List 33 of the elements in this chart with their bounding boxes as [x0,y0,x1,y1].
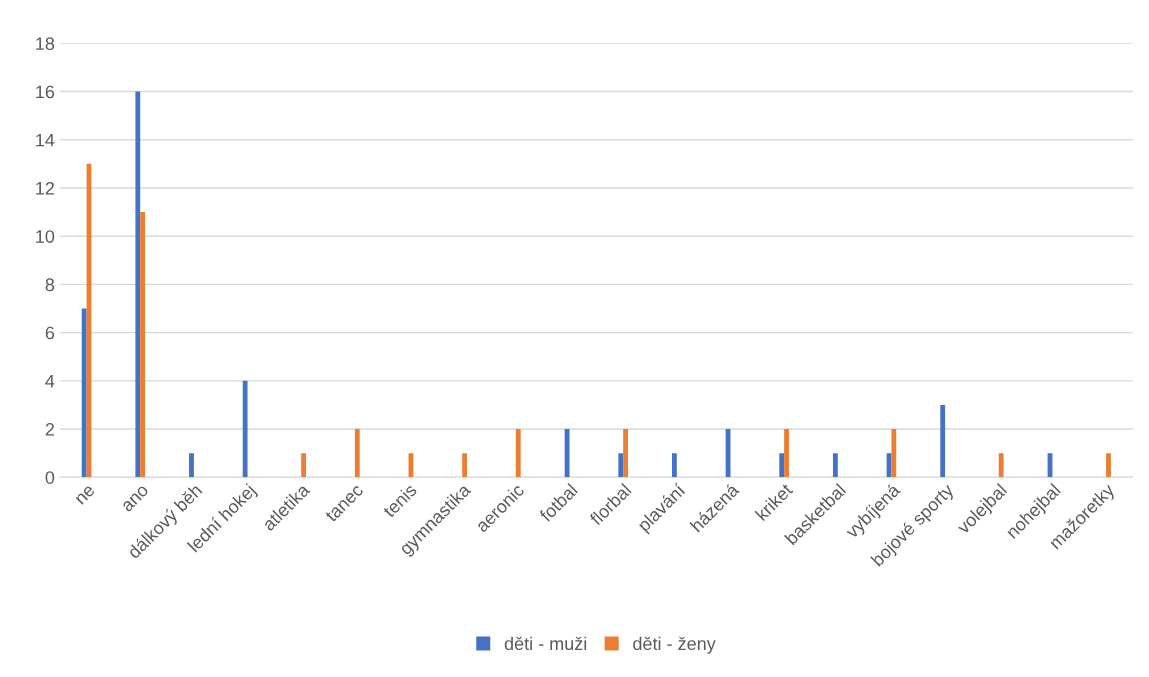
bar [189,453,194,478]
legend-label: děti - ženy [633,636,716,654]
legend-label: děti - muži [504,636,587,651]
y-tick-label: 2 [45,423,54,436]
bar [301,453,307,478]
bar [242,380,248,478]
bar [515,429,521,478]
bar [81,308,87,478]
bar [354,429,360,478]
y-tick-label: 16 [36,85,55,99]
bar [940,404,946,478]
bar [564,429,570,478]
y-tick-label: 10 [36,230,55,243]
bar [784,429,789,478]
bar [832,453,838,478]
x-tick-label: ne [75,485,96,505]
y-tick-label: 4 [45,374,55,388]
bar [671,453,677,478]
bar [618,453,624,478]
y-tick-label: 12 [36,181,54,195]
y-tick-label: 14 [36,133,55,147]
y-tick-label: 18 [36,37,55,51]
y-tick-label: 8 [45,278,55,292]
bar [140,212,146,478]
y-tick-label: 6 [45,326,55,340]
y-tick-label: 0 [45,471,55,485]
bar [998,453,1004,478]
bar [779,453,785,478]
bar [462,453,468,478]
bar [135,91,141,478]
bar [891,429,897,478]
bar [1106,453,1111,478]
bar [623,429,628,478]
